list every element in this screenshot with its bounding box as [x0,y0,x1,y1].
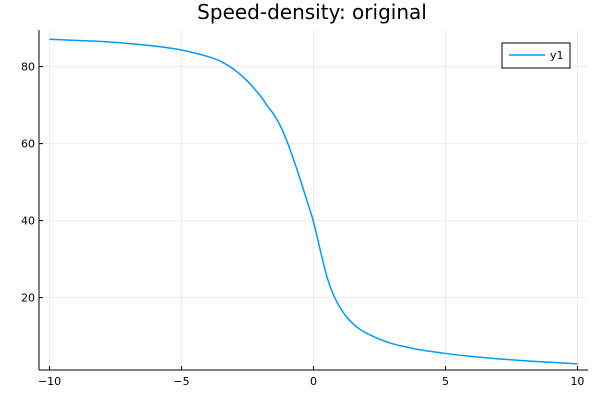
y-tick-label: 20 [21,292,35,305]
legend-label-y1: y1 [550,49,564,62]
y-tick-label: 60 [21,138,35,151]
series [49,38,578,365]
legend: y1 [501,42,571,69]
x-tick-label: 0 [310,375,317,388]
series-line-y1 [49,38,578,365]
ticks: −10 −5 0 5 10 20 40 60 80 [21,61,584,388]
x-tick-label: 5 [442,375,449,388]
y-tick-label: 80 [21,61,35,74]
x-tick-label: −5 [173,375,189,388]
grid [39,30,588,370]
x-tick-label: −10 [38,375,61,388]
chart-title: Speed-density: original [197,0,427,24]
x-tick-label: 10 [570,375,584,388]
y-tick-label: 40 [21,215,35,228]
